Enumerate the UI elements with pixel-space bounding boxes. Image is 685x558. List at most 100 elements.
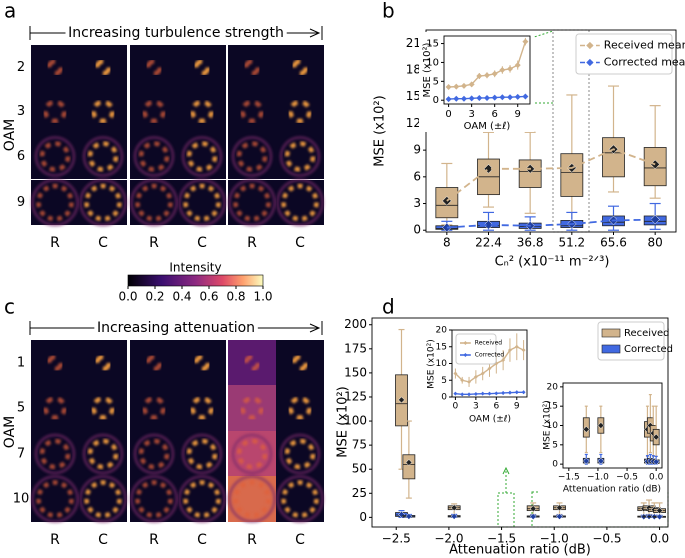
x-tick-label: 80: [648, 236, 663, 250]
row-label: 5: [17, 401, 25, 416]
point: [487, 391, 492, 396]
y-axis-label: MSE (x10²): [543, 400, 553, 449]
point: [521, 390, 526, 395]
x-tick-label: 0.0: [649, 473, 664, 483]
plot-area: [582, 393, 660, 466]
x-tick-label: 22.4: [475, 236, 502, 250]
point: [484, 72, 490, 79]
beam-image: [178, 134, 226, 179]
beam-image: [31, 431, 79, 477]
beam-ring: [291, 354, 309, 372]
y-tick-label: 0: [552, 460, 558, 470]
x-tick-label: 36.8: [517, 236, 544, 250]
panel-label: b: [382, 0, 395, 23]
beam-image: [130, 340, 178, 386]
beam-image: [31, 45, 79, 90]
y-tick-label: 125: [344, 389, 367, 403]
point: [480, 371, 485, 376]
x-tick-label: 65.6: [600, 236, 627, 250]
panel-label: d: [382, 295, 395, 319]
y-tick-label: 3: [413, 196, 421, 210]
y-tick-label: 15: [436, 342, 447, 352]
legend-marker: [463, 353, 468, 357]
column-label: C: [98, 532, 108, 548]
y-tick-label: 21: [406, 36, 421, 50]
grid-title: Increasing turbulence strength: [68, 25, 284, 41]
x-axis-label: Attenuation ratio (dB): [449, 543, 591, 558]
point: [480, 391, 485, 396]
y-tick-label: 10: [547, 421, 559, 431]
point: [484, 94, 490, 101]
beam-ring: [135, 183, 173, 222]
beam-ring: [36, 480, 74, 518]
plot-area: [395, 328, 666, 521]
y-tick-label: 6: [413, 169, 421, 183]
beam-ring: [243, 59, 261, 76]
box: [402, 454, 416, 480]
mean-marker: [597, 422, 605, 429]
y-tick-label: 0: [433, 95, 439, 106]
beam-ring: [91, 99, 115, 124]
beam-image: [79, 385, 127, 431]
beam-halo: [231, 136, 273, 177]
mean-marker: [582, 426, 590, 433]
beam-image: [276, 89, 324, 134]
x-tick-label: 0: [445, 109, 451, 120]
beam-image: [130, 45, 178, 90]
point: [494, 391, 499, 396]
beam-image: [178, 340, 226, 386]
point: [514, 344, 519, 349]
mean-marker: [650, 214, 660, 225]
point: [487, 366, 492, 371]
beam-ring: [233, 183, 271, 222]
beam-ring: [233, 480, 271, 518]
mean-marker: [652, 458, 660, 466]
y-tick-label: 0: [359, 510, 367, 524]
column-label: R: [247, 532, 257, 548]
beam-image: [228, 385, 276, 431]
beam-halo: [79, 475, 127, 523]
beam-image: [178, 45, 226, 90]
x-axis-label: OAM (±ℓ): [469, 415, 511, 425]
y-tick-label: 12: [406, 116, 421, 130]
y-tick-label: 175: [344, 341, 367, 355]
point: [514, 62, 521, 69]
beam-ring: [193, 59, 211, 76]
grid-title: Increasing attenuation: [97, 320, 255, 336]
row-label: 1: [17, 356, 25, 371]
mean-marker: [405, 513, 413, 520]
beam-ring: [87, 438, 119, 470]
y-tick-label: 5: [552, 440, 558, 450]
point: [467, 379, 472, 384]
beam-image: [228, 431, 276, 477]
beam-halo: [133, 433, 175, 475]
mean-marker: [405, 459, 413, 466]
box: [518, 159, 542, 188]
point: [460, 392, 465, 397]
y-tick-label: 9: [413, 143, 421, 157]
beam-ring: [186, 141, 218, 172]
beam-ring: [281, 480, 319, 518]
point: [473, 374, 478, 379]
row-label: 6: [17, 149, 25, 164]
mean-marker: [556, 504, 563, 512]
point: [460, 378, 465, 383]
point: [501, 390, 506, 395]
beam-ring: [284, 141, 316, 172]
point: [514, 390, 519, 395]
legend-marker: [586, 41, 594, 50]
colorbar-title: Intensity: [169, 261, 221, 275]
beam-ring: [138, 141, 170, 172]
plot-area: [445, 37, 529, 103]
beam-image: [276, 385, 324, 431]
beam-halo: [133, 136, 175, 177]
row-axis-label: OAM: [2, 119, 18, 151]
y-tick-label: 18: [406, 63, 421, 77]
y-tick-label: 15: [426, 39, 439, 50]
arrow-head: [309, 323, 321, 333]
beam-image: [130, 385, 178, 431]
point: [476, 73, 483, 80]
beam-halo: [130, 178, 178, 227]
